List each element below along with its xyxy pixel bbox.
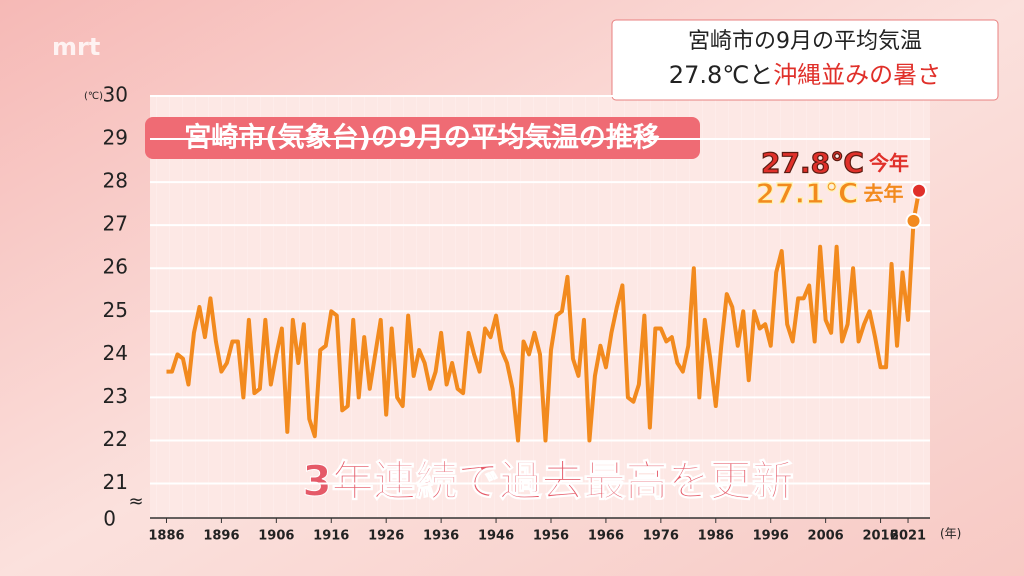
y-tick-label: 25 [103,298,128,322]
temperature-line [166,190,921,443]
highlight-dot [905,212,922,229]
y-tick-label: 30 [103,83,128,107]
x-tick-label: 1996 [753,529,789,544]
x-tick-label: 1936 [423,529,459,544]
x-tick-label: 1986 [698,529,734,544]
highlight-label: 27.1℃ [756,177,859,210]
x-tick-label: 2021 [890,529,926,544]
x-tick-label: 1886 [148,529,184,544]
x-tick-label: 1946 [478,529,514,544]
x-unit: (年) [940,527,961,541]
highlight-note: 去年 [864,181,904,205]
x-tick-label: 2006 [808,529,844,544]
logo: mrt [52,33,100,61]
headline-1: 宮崎市の9月の平均気温 [688,29,922,54]
banner: 3年連続で過去最高を更新 [302,457,793,506]
x-tick-label: 1916 [313,529,349,544]
y-tick-label: 24 [103,341,128,365]
highlight-note: 今年 [869,151,909,175]
x-tick-label: 1976 [643,529,679,544]
y-tick-label: 21 [103,470,128,494]
headline-box [611,19,999,101]
x-tick-label: 1906 [258,529,294,544]
x-tick-label: 2016 [862,529,898,544]
x-tick-label: 1956 [533,529,569,544]
x-tick-label: 1926 [368,529,404,544]
y-unit: (℃) [84,91,103,102]
x-tick-label: 1896 [203,529,239,544]
y-tick-label: 27 [103,212,128,236]
axis-break: ≈ [128,491,143,512]
title-box [145,117,700,159]
highlight-label: 27.8℃ [761,147,864,180]
highlight-dot [911,182,928,199]
y-tick-label: 23 [103,384,128,408]
y-tick-label: 29 [103,126,128,150]
y-break-label: 0 [103,507,116,531]
headline-2b: 沖縄並みの暑さ [773,61,941,89]
chart-title: 宮崎市(気象台)の9月の平均気温の推移 [184,122,659,154]
y-tick-label: 22 [103,427,128,451]
headline-2: 27.8℃と沖縄並みの暑さ [669,61,941,89]
y-tick-label: 28 [103,169,128,193]
y-tick-label: 26 [103,255,128,279]
plot-pattern [150,96,930,518]
x-tick-label: 1966 [588,529,624,544]
headline-2a: 27.8℃と [669,61,773,89]
